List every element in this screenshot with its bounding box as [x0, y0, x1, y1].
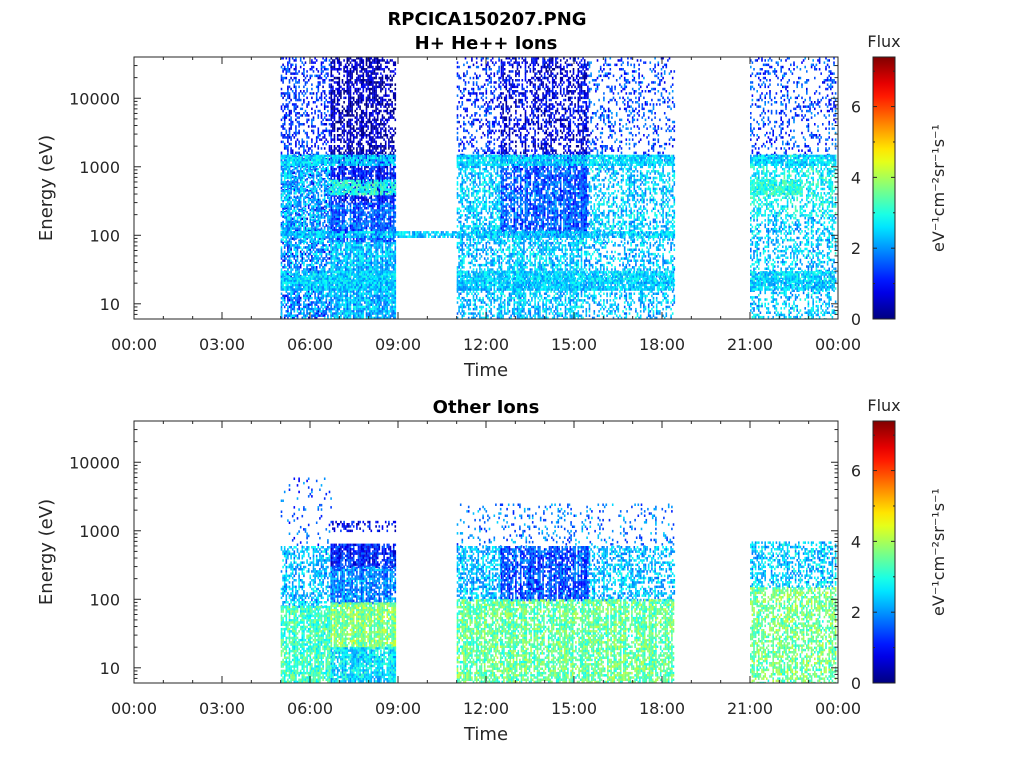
- y-tick-label: 100: [89, 226, 120, 245]
- flux-region: [331, 544, 397, 569]
- x-tick-label: 03:00: [199, 335, 245, 354]
- colorbar-tick-label: 4: [851, 168, 861, 187]
- y-axis: 10 100 1000 10000: [69, 421, 838, 683]
- colorbar-tick-label: 0: [851, 310, 861, 329]
- flux-region: [281, 155, 332, 243]
- colorbar-gradient: [873, 57, 895, 319]
- flux-region: [750, 541, 836, 588]
- y-tick-label: 10: [100, 295, 120, 314]
- colorbar-unit-label: eV⁻¹cm⁻²sr⁻¹s⁻¹: [929, 124, 948, 252]
- x-tick-label: 03:00: [199, 699, 245, 718]
- x-tick-label: 00:00: [815, 335, 861, 354]
- colorbar-tick-label: 6: [851, 462, 861, 481]
- y-tick-label: 1000: [79, 158, 120, 177]
- spectrogram-data: [281, 478, 837, 686]
- panel-title: H+ He++ Ions: [415, 33, 558, 54]
- flux-region: [331, 602, 397, 649]
- flux-region: [331, 647, 397, 685]
- colorbar-gradient: [873, 421, 895, 683]
- y-tick-label: 10000: [69, 89, 120, 108]
- flux-region: [457, 155, 502, 243]
- x-tick-label: 00:00: [111, 335, 157, 354]
- y-axis-label: Energy (eV): [36, 135, 57, 241]
- y-tick-label: 10000: [69, 453, 120, 472]
- panel-title: Other Ions: [433, 397, 540, 418]
- flux-region: [331, 57, 397, 156]
- colorbar-tick-label: 4: [851, 532, 861, 551]
- flux-region: [331, 521, 397, 532]
- flux-region: [750, 57, 836, 156]
- x-tick-label: 15:00: [551, 335, 597, 354]
- flux-region: [589, 155, 675, 243]
- x-tick-label: 06:00: [287, 335, 333, 354]
- colorbar: 0 2 4 6 Flux eV⁻¹cm⁻²sr⁻¹s⁻¹: [851, 32, 948, 329]
- x-tick-label: 12:00: [463, 699, 509, 718]
- flux-region: [457, 504, 675, 548]
- colorbar-tick-label: 6: [851, 98, 861, 117]
- y-tick-label: 10: [100, 659, 120, 678]
- colorbar: 0 2 4 6 Flux eV⁻¹cm⁻²sr⁻¹s⁻¹: [851, 396, 948, 693]
- x-tick-label: 12:00: [463, 335, 509, 354]
- x-tick-label: 09:00: [375, 335, 421, 354]
- y-tick-label: 100: [89, 590, 120, 609]
- flux-region: [457, 546, 502, 601]
- colorbar-tick-label: 2: [851, 239, 861, 258]
- x-axis-label: Time: [463, 724, 508, 745]
- panel-h-he-ions: 00:00 03:00 06:00 09:00 12:00 15:00 18:00 21:00…: [36, 32, 948, 381]
- flux-region: [501, 546, 589, 601]
- y-tick-label: 1000: [79, 522, 120, 541]
- flux-region: [750, 215, 836, 321]
- colorbar-tick-label: 2: [851, 603, 861, 622]
- x-tick-label: 09:00: [375, 699, 421, 718]
- y-axis-label: Energy (eV): [36, 499, 57, 605]
- x-tick-label: 00:00: [815, 699, 861, 718]
- flux-region: [281, 606, 332, 686]
- flux-region: [750, 587, 836, 684]
- flux-region: [589, 546, 675, 601]
- flux-region: [457, 57, 502, 156]
- x-tick-label: 00:00: [111, 699, 157, 718]
- flux-region: [501, 57, 589, 156]
- flux-region: [457, 599, 675, 685]
- colorbar-title: Flux: [867, 32, 900, 51]
- plot-frame: [134, 421, 838, 683]
- x-tick-label: 15:00: [551, 699, 597, 718]
- flux-region: [501, 155, 589, 237]
- flux-region: [281, 546, 332, 608]
- x-tick-label: 18:00: [639, 699, 685, 718]
- x-tick-label: 06:00: [287, 699, 333, 718]
- flux-region: [331, 567, 397, 605]
- colorbar-unit-label: eV⁻¹cm⁻²sr⁻¹s⁻¹: [929, 488, 948, 616]
- flux-band: [281, 271, 837, 282]
- x-tick-label: 18:00: [639, 335, 685, 354]
- flux-region: [281, 478, 332, 549]
- panel-other-ions: 00:00 03:00 06:00 09:00 12:00 15:00 18:00 21:00…: [36, 396, 948, 745]
- spectrogram-data: [281, 57, 837, 321]
- colorbar-title: Flux: [867, 396, 900, 415]
- colorbar-tick-label: 0: [851, 674, 861, 693]
- flux-region: [589, 57, 675, 156]
- y-axis: 10 100 1000 10000: [69, 57, 838, 319]
- figure-title: RPCICA150207.PNG: [387, 9, 586, 30]
- x-tick-label: 21:00: [727, 335, 773, 354]
- x-axis-label: Time: [463, 360, 508, 381]
- x-tick-label: 21:00: [727, 699, 773, 718]
